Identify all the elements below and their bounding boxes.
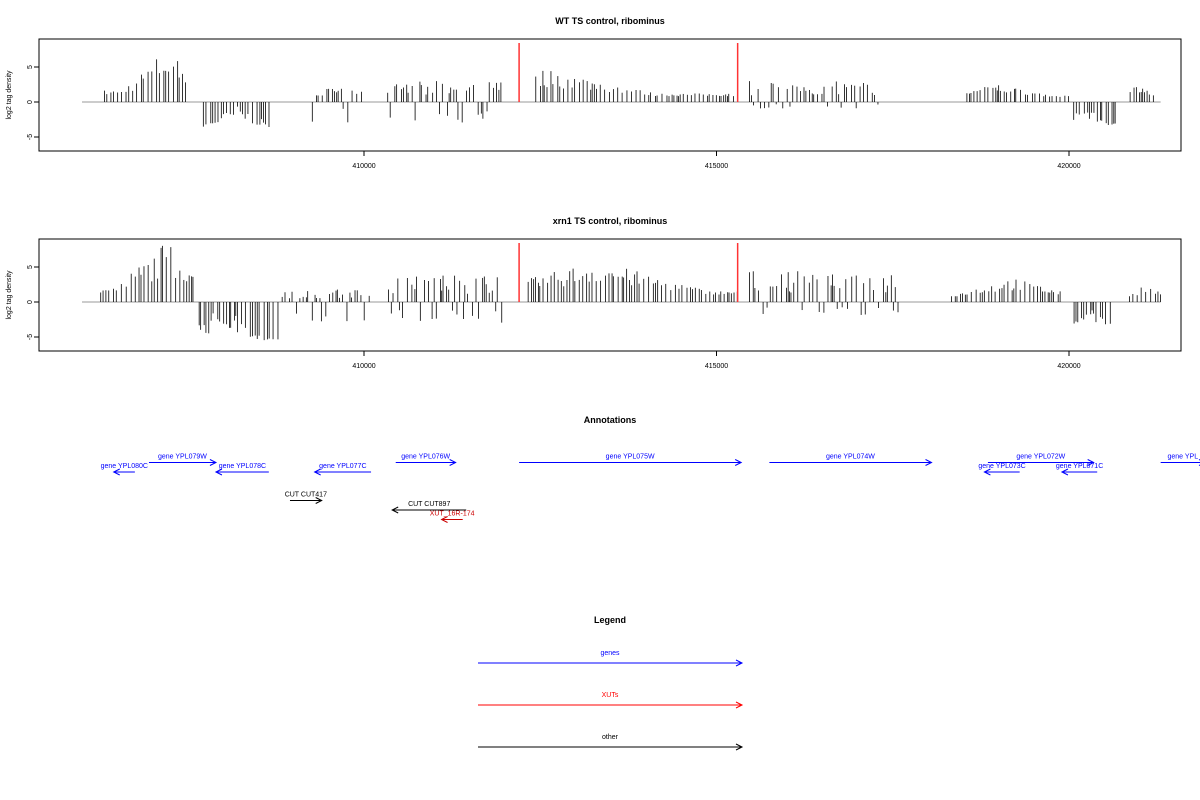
annotation-feature: gene YPL080C: [101, 463, 148, 476]
legend-label: other: [602, 734, 619, 741]
legend-title: Legend: [594, 615, 626, 625]
y-tick-label: 5: [27, 265, 34, 269]
annotation-label: gene YPL072W: [1016, 454, 1065, 461]
panel-2-ylabel: log2 tag density: [6, 270, 13, 320]
annotation-items: gene YPL080C gene YPL079W gene YPL078C gene…: [101, 454, 1200, 523]
panel-2-frame: [38, 238, 1182, 352]
annotations-title: Annotations: [584, 415, 637, 425]
annotation-arrow-head: [983, 468, 991, 476]
legend-item: genes: [478, 650, 744, 667]
annotation-arrow-head: [449, 459, 457, 466]
annotation-label: gene YPL075W: [606, 454, 655, 461]
annotation-label: gene YPL076W: [401, 454, 450, 461]
annotation-feature: gene YPL074W: [769, 454, 933, 466]
annotation-arrow-head: [391, 506, 399, 514]
annotation-label: gene YPL: [1168, 454, 1199, 461]
y-tick-label: 0: [27, 100, 34, 104]
annotation-feature: gene YPL079W: [148, 454, 218, 466]
panel-1-axes: -5 0 5 410000 415000 420000: [27, 65, 1081, 170]
panel-1-title: WT TS control, ribominus: [555, 16, 665, 26]
annotation-feature: gene YPL077C: [313, 463, 372, 476]
panel-1-bars: [82, 43, 1161, 128]
annotation-arrow-head: [209, 459, 218, 466]
y-tick-label: 0: [27, 300, 34, 304]
annotation-arrow-head: [313, 468, 321, 476]
legend-label: genes: [600, 650, 620, 657]
legend-items: genes XUTs other: [478, 650, 744, 751]
annotation-label: CUT CUT897: [408, 501, 450, 508]
legend-arrow-head: [735, 659, 744, 667]
annotation-feature: CUT CUT897: [391, 501, 467, 514]
annotation-label: gene YPL079W: [158, 454, 207, 461]
legend-item: XUTs: [478, 692, 744, 709]
annotation-feature: CUT CUT417: [285, 492, 327, 504]
x-tick-label: 415000: [705, 363, 728, 370]
legend-label: XUTs: [602, 692, 619, 699]
y-tick-label: 5: [27, 65, 34, 69]
x-tick-label: 420000: [1057, 163, 1080, 170]
annotation-feature: gene YPL071C: [1056, 463, 1103, 476]
annotation-feature: gene YPL: [1160, 454, 1200, 466]
x-tick-label: 415000: [705, 163, 728, 170]
annotation-arrow-head: [925, 459, 933, 466]
annotation-label: gene YPL073C: [978, 463, 1025, 470]
annotation-arrow-head: [214, 468, 223, 476]
annotation-arrow-head: [112, 468, 120, 476]
annotation-label: gene YPL078C: [219, 463, 266, 470]
panel-2-bars: [82, 243, 1161, 341]
annotation-feature: XUT_16R-174: [430, 511, 475, 523]
annotation-label: XUT_16R-174: [430, 511, 475, 518]
annotation-arrow-head: [315, 497, 323, 504]
x-tick-label: 410000: [352, 163, 375, 170]
x-tick-label: 410000: [352, 363, 375, 370]
panel-xrn1: xrn1 TS control, ribominus log2 tag dens…: [6, 216, 1182, 370]
panel-1-frame: [38, 38, 1182, 152]
x-tick-label: 420000: [1057, 363, 1080, 370]
annotation-feature: gene YPL073C: [978, 463, 1026, 476]
annotation-label: gene YPL074W: [826, 454, 875, 461]
legend-item: other: [478, 734, 744, 751]
y-tick-label: -5: [27, 134, 34, 140]
annotation-feature: gene YPL076W: [395, 454, 457, 466]
legend-panel: Legend genes XUTs other: [478, 615, 744, 751]
y-tick-label: -5: [27, 334, 34, 340]
panel-wt: WT TS control, ribominus log2 tag densit…: [6, 16, 1182, 170]
panel-1-ylabel: log2 tag density: [6, 70, 13, 120]
annotation-arrow-head: [1060, 468, 1069, 476]
annotation-arrow-head: [440, 516, 448, 523]
legend-arrow-head: [735, 701, 744, 709]
annotation-arrow-head: [1087, 459, 1095, 466]
legend-arrow-head: [735, 743, 744, 751]
annotation-label: CUT CUT417: [285, 492, 327, 499]
panel-2-axes: -5 0 5 410000 415000 420000: [27, 265, 1081, 370]
annotation-label: gene YPL080C: [101, 463, 148, 470]
annotation-label: gene YPL071C: [1056, 463, 1103, 470]
annotation-feature: gene YPL078C: [214, 463, 269, 476]
panel-2-title: xrn1 TS control, ribominus: [553, 216, 668, 226]
annotation-arrow-head: [734, 459, 743, 466]
annotation-label: gene YPL077C: [319, 463, 366, 470]
annotation-feature: gene YPL072W: [987, 454, 1095, 466]
annotation-feature: gene YPL075W: [519, 454, 743, 466]
